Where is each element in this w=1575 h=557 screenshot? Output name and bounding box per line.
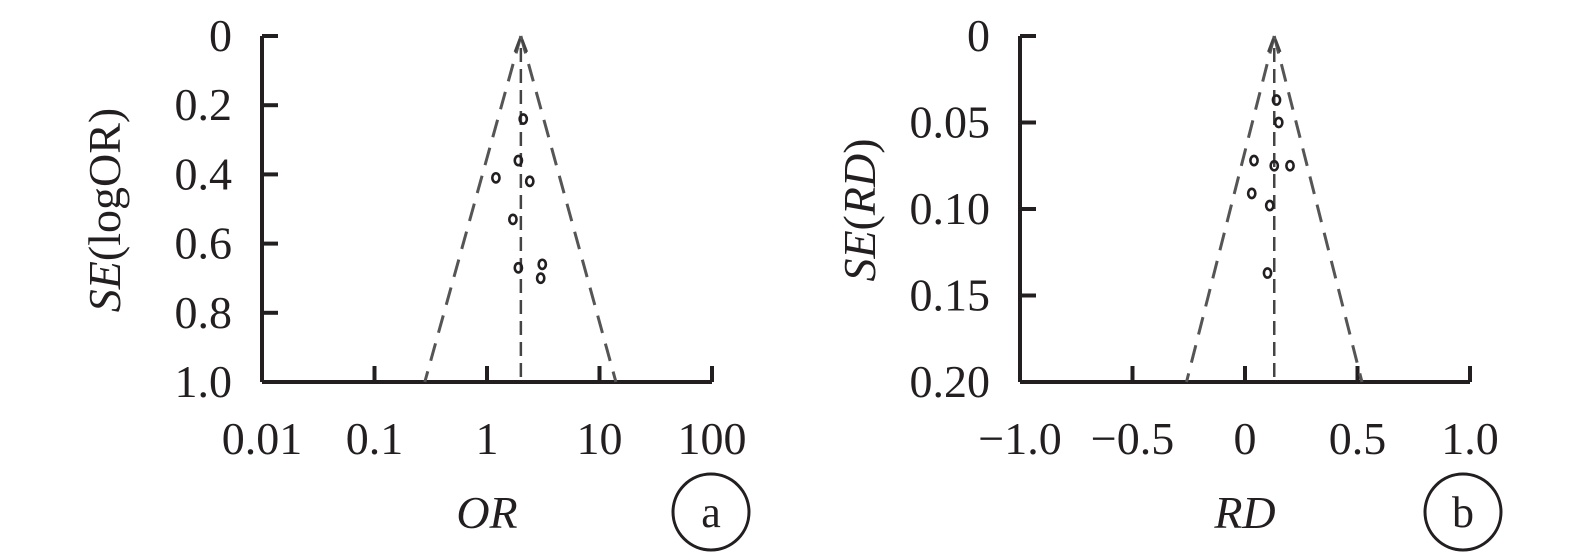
- panel-a-study-point: [513, 261, 524, 274]
- panel-b-study-point: [1249, 154, 1259, 167]
- panel-b-study-point: [1271, 94, 1282, 106]
- panel-a-study-point: [535, 272, 546, 285]
- panel-b-study-point: [1264, 199, 1275, 212]
- panel-b-y-tick-label: 0.05: [910, 97, 991, 148]
- funnel-plot-or: 00.20.40.60.81.00.01 0.1 1 10 100 SE(logOR) …: [79, 10, 751, 552]
- panel-b-x-tick-label: −0.5: [1091, 413, 1174, 464]
- panel-b-y-axis-label: SE(RD): [834, 138, 885, 281]
- panel-b-x-tick-label: 0.5: [1329, 413, 1387, 464]
- panel-a-y-tick-label: 0.8: [175, 287, 233, 338]
- panel-b-pooled-arrow: [1267, 32, 1282, 53]
- panel-b-study-point: [1273, 116, 1284, 129]
- panel-a-funnel-left: [423, 35, 523, 383]
- panel-b-badge: [1423, 472, 1503, 552]
- panel-b-funnel-left: [1185, 35, 1276, 383]
- panel-a-x-tick-label: 0.1: [346, 413, 404, 464]
- panel-a-badge: [671, 472, 751, 552]
- panel-b-y-axis-title: SE(RD): [834, 138, 885, 281]
- panel-b-y-tick-label: 0.10: [910, 183, 991, 234]
- panel-a-y-tick-label: 0: [209, 10, 232, 61]
- panel-b-letter: b: [1452, 488, 1474, 537]
- funnel-plot-rd: 00.050.100.150.20−1.0 −0.5 0 0.5 1.0 SE(RD) …: [834, 10, 1503, 552]
- panel-b-y-tick-label: 0.15: [910, 270, 991, 321]
- panel-a-x-tick-label: 100: [678, 413, 747, 464]
- panel-b-x-tick-label: −1.0: [978, 413, 1061, 464]
- panel-a-x-axis-label: OR: [456, 487, 517, 538]
- panel-b-x-tick-label: 0: [1234, 413, 1257, 464]
- panel-a-funnel-right: [519, 35, 618, 383]
- panel-b-marks: 0 0.05 0.10 0.15 0.20 −1.0 −0.5 0 0.5 1.0: [910, 10, 1499, 464]
- panel-b-study-point: [1269, 159, 1280, 172]
- panel-b-x-tick-label: 1.0: [1441, 413, 1499, 464]
- panel-a-y-tick-label: 0.2: [175, 79, 233, 130]
- panel-a-study-point: [508, 213, 518, 226]
- panel-b-y-tick-label: 0: [967, 10, 990, 61]
- panel-b-x-axis-label: RD: [1213, 487, 1275, 538]
- panel-b-funnel-right: [1272, 35, 1364, 383]
- panel-b-study-point: [1246, 187, 1257, 200]
- panel-a-pooled-arrow: [513, 32, 529, 53]
- panel-a-study-point: [513, 154, 524, 167]
- panel-a-study-point: [537, 258, 548, 271]
- panel-a-study-point: [524, 175, 535, 188]
- panel-a-marks: 0 0.2 0.4 0.6 0.8 1.0 0.01 0.1 1 10 100: [175, 10, 747, 464]
- panel-a-y-axis-title: SE(logOR): [79, 108, 130, 312]
- panel-a-y-axis-label: SE(logOR): [79, 108, 130, 312]
- panel-a-x-tick-label: 0.01: [222, 413, 303, 464]
- panel-a-letter: a: [701, 488, 721, 537]
- panel-a-study-point: [518, 113, 529, 125]
- panel-b-y-tick-label: 0.20: [910, 356, 991, 407]
- panel-a-y-tick-label: 0.6: [175, 218, 233, 269]
- panel-a-y-tick-label: 0.4: [175, 148, 233, 199]
- panel-a-x-tick-label: 10: [577, 413, 623, 464]
- panel-b-study-point: [1262, 267, 1273, 279]
- panel-a-study-point: [491, 171, 501, 184]
- panel-a-y-tick-label: 1.0: [175, 356, 233, 407]
- panel-a-x-tick-label: 1: [476, 413, 499, 464]
- panel-b-study-point: [1285, 159, 1295, 172]
